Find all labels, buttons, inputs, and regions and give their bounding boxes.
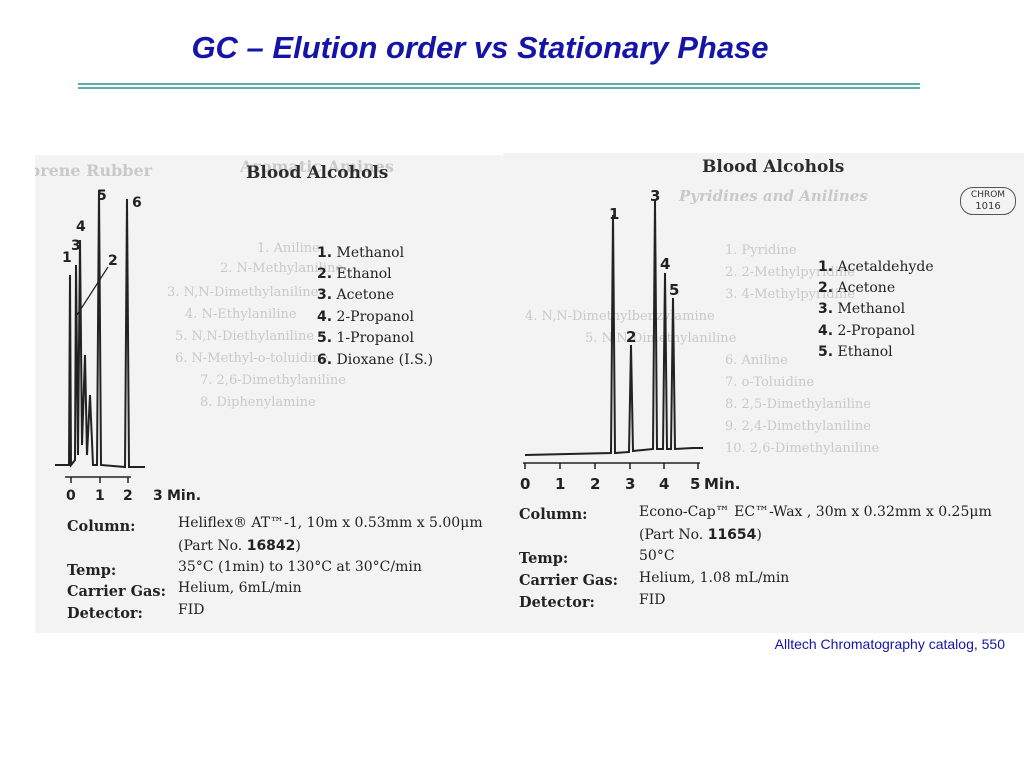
ghost-list-item: 9. 2,4-Dimethylaniline — [725, 419, 871, 434]
citation: Alltech Chromatography catalog, 550 — [774, 636, 1005, 652]
chromatogram-baseline — [55, 189, 145, 469]
column-part-number: (Part No. 16842) — [178, 538, 301, 554]
temp-value: 35°C (1min) to 130°C at 30°C/min — [178, 559, 422, 575]
axis-tick-label: 0 — [520, 475, 530, 493]
column-value: Heliflex® AT™-1, 10m x 0.53mm x 5.00μm — [178, 515, 483, 531]
legend-item: 5. 1-Propanol — [317, 330, 414, 346]
peak-label: 1 — [62, 250, 72, 266]
axis-tick-label: 0 — [66, 488, 76, 504]
legend-item: 4. 2-Propanol — [818, 323, 915, 339]
carrier-gas-label: Carrier Gas: — [67, 583, 166, 600]
axis-tick-label: 3 — [625, 475, 635, 493]
temp-value: 50°C — [639, 548, 675, 564]
left-chromatogram: 1 2 3 4 5 6 0 1 2 3 Min. — [55, 188, 201, 504]
temp-label: Temp: — [67, 562, 117, 579]
slide-title: GC – Elution order vs Stationary Phase — [191, 30, 769, 65]
axis-tick-label: 2 — [123, 488, 133, 504]
badge-label: CHROM — [970, 190, 1006, 200]
peak-label: 4 — [660, 255, 670, 273]
carrier-gas-value: Helium, 1.08 mL/min — [639, 570, 790, 586]
ghost-list-item: 8. Diphenylamine — [200, 395, 316, 410]
ghost-list-item: 5. N,N-Dimethylaniline — [585, 331, 737, 346]
legend-item: 6. Dioxane (I.S.) — [317, 352, 434, 368]
detector-label: Detector: — [519, 594, 595, 611]
right-chromatogram: 1 2 3 4 5 0 1 2 3 4 5 Min. — [520, 187, 740, 493]
legend-item: 2. Acetone — [818, 280, 896, 296]
ghost-list-item: 3. N,N-Dimethylaniline — [167, 285, 319, 300]
ghost-list-item: 7. o-Toluidine — [725, 375, 815, 390]
column-label: Column: — [67, 518, 136, 535]
peak-label: 1 — [609, 205, 619, 223]
detector-value: FID — [178, 602, 205, 618]
axis-unit: Min. — [167, 488, 201, 504]
axis-tick-label: 1 — [95, 488, 105, 504]
legend-item: 5. Ethanol — [818, 344, 893, 360]
left-chromatogram-panel: prene Rubber Aromatic Amines 1. Aniline … — [35, 155, 503, 633]
ghost-list-item: 1. Aniline — [257, 241, 320, 256]
ghost-list-item: 1. Pyridine — [725, 243, 797, 258]
axis-tick-label: 4 — [659, 475, 669, 493]
carrier-gas-label: Carrier Gas: — [519, 572, 618, 589]
ghost-header: prene Rubber — [35, 161, 153, 180]
peak-label: 2 — [626, 328, 636, 346]
axis-tick-label: 2 — [590, 475, 600, 493]
ghost-list-item: 2. 2-Methylpyridine — [725, 265, 855, 280]
badge-number: 1016 — [975, 201, 1001, 212]
legend-item: 3. Methanol — [818, 301, 906, 317]
chrom-badge: CHROM 1016 — [960, 187, 1016, 215]
legend-item: 1. Methanol — [317, 245, 405, 261]
right-chromatogram-panel: Pyridines and Anilines 1. Pyridine 2. 2-… — [503, 153, 1024, 633]
legend-item: 4. 2-Propanol — [317, 309, 414, 325]
column-value: Econo-Cap™ EC™-Wax , 30m x 0.32mm x 0.25… — [639, 504, 992, 520]
title-divider — [78, 83, 920, 85]
peak-label: 3 — [71, 238, 81, 254]
ghost-list-item: 6. Aniline — [725, 353, 788, 368]
ghost-list-item: 3. 4-Methylpyridine — [725, 287, 855, 302]
ghost-header-2: Aromatic Amines — [240, 157, 394, 176]
peak-label: 5 — [97, 188, 107, 204]
axis-tick-label: 1 — [555, 475, 565, 493]
column-part-number: (Part No. 11654) — [639, 527, 762, 543]
ghost-list-item: 10. 2,6-Dimethylaniline — [725, 441, 880, 456]
chromatogram-baseline — [524, 198, 703, 456]
ghost-header: Pyridines and Anilines — [679, 187, 868, 205]
detector-value: FID — [639, 592, 666, 608]
ghost-list-item: 4. N-Ethylaniline — [185, 307, 297, 322]
carrier-gas-value: Helium, 6mL/min — [178, 580, 302, 596]
peak-label: 6 — [132, 195, 142, 211]
peak-label: 2 — [108, 253, 118, 269]
legend-item: 2. Ethanol — [317, 266, 392, 282]
column-label: Column: — [519, 506, 588, 523]
legend-item: 1. Acetaldehyde — [818, 259, 934, 275]
ghost-list-item: 5. N,N-Diethylaniline — [175, 329, 315, 344]
temp-label: Temp: — [519, 550, 569, 567]
ghost-list-item: 8. 2,5-Dimethylaniline — [725, 397, 871, 412]
axis-tick-label: 3 — [153, 488, 163, 504]
ghost-list-item: 7. 2,6-Dimethylaniline — [200, 373, 346, 388]
ghost-list-item: 2. N-Methylaniline — [220, 261, 344, 276]
chart-title: Blood Alcohols — [246, 163, 389, 183]
title-divider-lower — [78, 87, 920, 89]
peak-2-pointer — [76, 266, 109, 316]
detector-label: Detector: — [67, 605, 143, 622]
peak-label: 3 — [650, 187, 660, 205]
peak-label: 5 — [669, 281, 679, 299]
axis-tick-label: 5 — [690, 475, 700, 493]
legend-item: 3. Acetone — [317, 287, 395, 303]
ghost-list-item: 4. N,N-Dimethylbenzylamine — [525, 309, 715, 324]
axis-unit: Min. — [704, 475, 740, 493]
peak-label: 4 — [76, 219, 86, 235]
chart-title: Blood Alcohols — [702, 157, 845, 177]
ghost-list-item: 6. N-Methyl-o-toluidine — [175, 351, 329, 366]
